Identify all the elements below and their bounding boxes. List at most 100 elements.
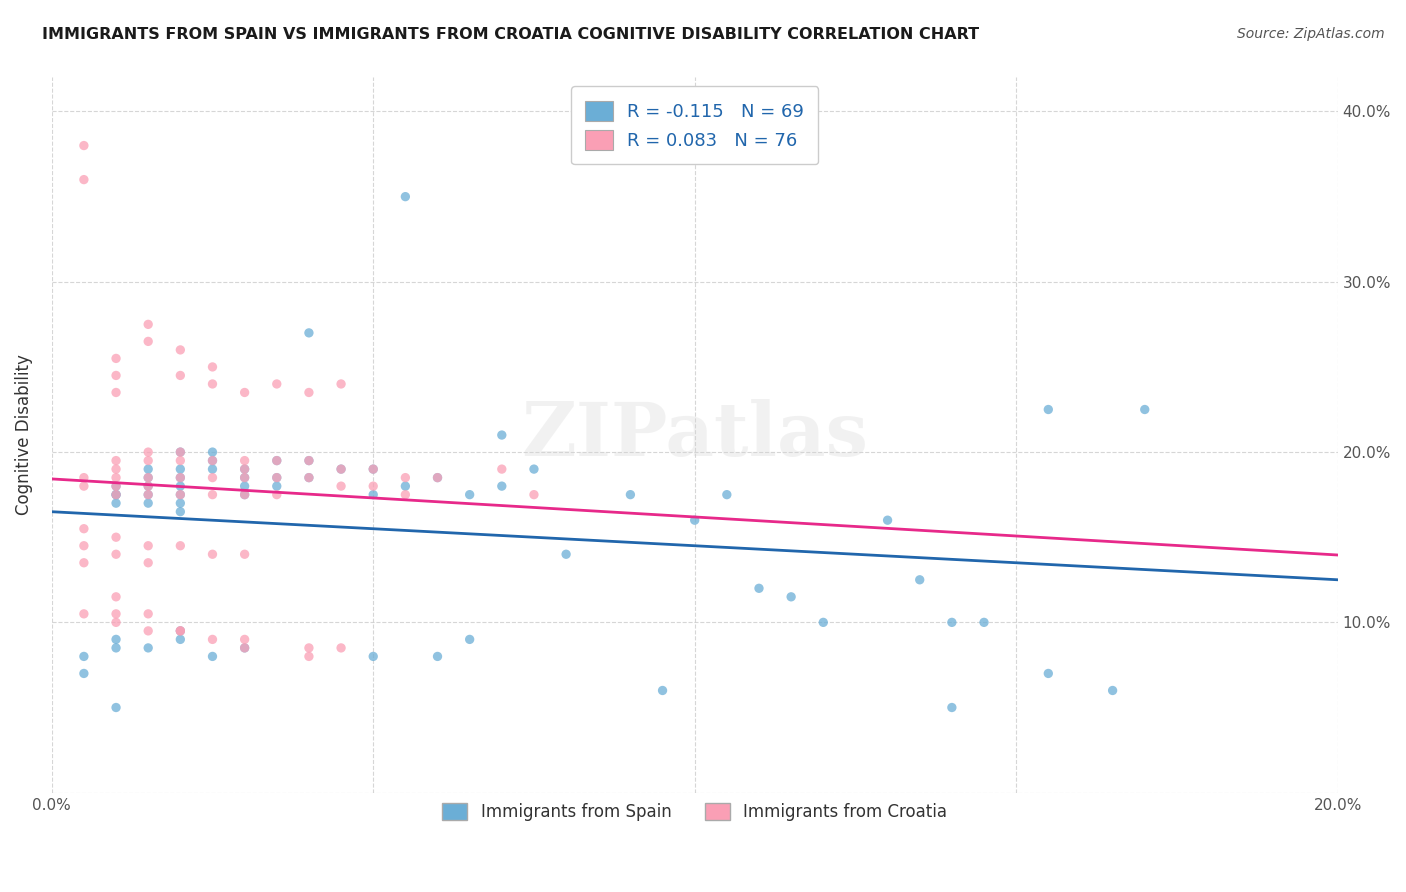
Point: [941, 700, 963, 714]
Point: [651, 683, 673, 698]
Point: [73, 607, 96, 621]
Point: [105, 607, 128, 621]
Point: [201, 445, 224, 459]
Point: [1038, 402, 1060, 417]
Point: [169, 539, 191, 553]
Point: [105, 496, 128, 510]
Point: [941, 615, 963, 630]
Point: [298, 470, 321, 484]
Point: [298, 453, 321, 467]
Point: [105, 615, 128, 630]
Point: [105, 479, 128, 493]
Point: [105, 700, 128, 714]
Point: [201, 359, 224, 374]
Point: [136, 453, 159, 467]
Point: [105, 488, 128, 502]
Point: [266, 488, 288, 502]
Point: [266, 470, 288, 484]
Point: [201, 649, 224, 664]
Point: [105, 453, 128, 467]
Point: [458, 632, 481, 647]
Point: [73, 539, 96, 553]
Point: [361, 462, 384, 476]
Text: IMMIGRANTS FROM SPAIN VS IMMIGRANTS FROM CROATIA COGNITIVE DISABILITY CORRELATIO: IMMIGRANTS FROM SPAIN VS IMMIGRANTS FROM…: [42, 27, 980, 42]
Point: [136, 445, 159, 459]
Point: [426, 649, 449, 664]
Point: [458, 488, 481, 502]
Point: [105, 368, 128, 383]
Point: [169, 462, 191, 476]
Point: [169, 479, 191, 493]
Point: [394, 488, 416, 502]
Point: [136, 462, 159, 476]
Point: [330, 479, 353, 493]
Point: [973, 615, 995, 630]
Point: [169, 496, 191, 510]
Point: [105, 488, 128, 502]
Point: [136, 556, 159, 570]
Point: [523, 462, 546, 476]
Point: [1101, 683, 1123, 698]
Point: [683, 513, 706, 527]
Point: [169, 343, 191, 357]
Point: [298, 640, 321, 655]
Point: [266, 453, 288, 467]
Point: [813, 615, 835, 630]
Point: [1038, 666, 1060, 681]
Point: [201, 547, 224, 561]
Point: [105, 530, 128, 544]
Point: [394, 189, 416, 203]
Point: [233, 488, 256, 502]
Point: [136, 470, 159, 484]
Point: [201, 453, 224, 467]
Point: [233, 547, 256, 561]
Point: [233, 479, 256, 493]
Point: [233, 640, 256, 655]
Point: [330, 462, 353, 476]
Point: [105, 640, 128, 655]
Point: [233, 470, 256, 484]
Point: [73, 138, 96, 153]
Text: ZIPatlas: ZIPatlas: [522, 399, 868, 472]
Point: [105, 547, 128, 561]
Point: [1133, 402, 1156, 417]
Point: [169, 505, 191, 519]
Point: [266, 453, 288, 467]
Point: [136, 539, 159, 553]
Point: [298, 470, 321, 484]
Point: [169, 488, 191, 502]
Point: [136, 479, 159, 493]
Point: [201, 488, 224, 502]
Point: [361, 649, 384, 664]
Point: [523, 488, 546, 502]
Point: [105, 470, 128, 484]
Point: [169, 445, 191, 459]
Point: [233, 453, 256, 467]
Point: [136, 488, 159, 502]
Point: [394, 470, 416, 484]
Point: [233, 462, 256, 476]
Point: [73, 470, 96, 484]
Point: [298, 326, 321, 340]
Point: [491, 462, 513, 476]
Point: [908, 573, 931, 587]
Point: [780, 590, 803, 604]
Point: [169, 624, 191, 638]
Point: [361, 488, 384, 502]
Point: [169, 624, 191, 638]
Point: [266, 376, 288, 391]
Point: [105, 632, 128, 647]
Legend: Immigrants from Spain, Immigrants from Croatia: Immigrants from Spain, Immigrants from C…: [429, 789, 960, 834]
Point: [394, 479, 416, 493]
Point: [136, 479, 159, 493]
Point: [73, 479, 96, 493]
Point: [233, 462, 256, 476]
Point: [201, 470, 224, 484]
Point: [298, 453, 321, 467]
Point: [201, 376, 224, 391]
Point: [169, 632, 191, 647]
Point: [169, 488, 191, 502]
Point: [73, 666, 96, 681]
Point: [136, 334, 159, 349]
Point: [136, 607, 159, 621]
